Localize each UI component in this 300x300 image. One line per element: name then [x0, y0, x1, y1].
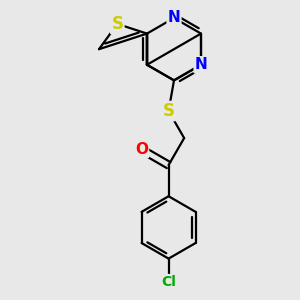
Text: S: S — [111, 15, 123, 33]
Text: O: O — [135, 142, 148, 157]
Text: N: N — [195, 57, 207, 72]
Text: N: N — [168, 11, 180, 26]
Text: S: S — [163, 102, 175, 120]
Text: Cl: Cl — [161, 275, 176, 289]
